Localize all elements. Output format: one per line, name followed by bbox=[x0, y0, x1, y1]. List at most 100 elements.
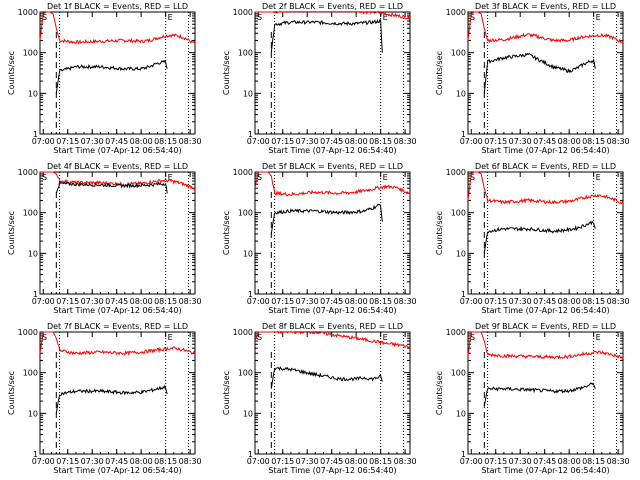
plot-frame bbox=[39, 171, 196, 295]
plot-frame bbox=[467, 331, 624, 455]
series-line-black bbox=[55, 384, 168, 414]
x-axis-label: Start Time (07-Apr-12 06:54:40) bbox=[268, 466, 396, 475]
x-tick-label: 08:15 bbox=[582, 137, 605, 146]
plot-frame bbox=[254, 331, 411, 455]
y-tick-label: 100 bbox=[23, 369, 38, 378]
x-tick-label: 07:00 bbox=[32, 457, 55, 466]
y-tick-label: 10 bbox=[243, 89, 253, 98]
x-tick-label: 08:15 bbox=[582, 297, 605, 306]
y-tick-label: 1 bbox=[461, 290, 466, 299]
x-tick-label: 08:00 bbox=[558, 457, 581, 466]
x-tick-label: 07:30 bbox=[509, 137, 532, 146]
x-tick-label: 08:30 bbox=[607, 297, 630, 306]
y-tick-label: 10 bbox=[28, 409, 38, 418]
y-tick-label: 1 bbox=[33, 290, 38, 299]
panel-title: Det 8f BLACK = Events, RED = LLD bbox=[262, 322, 403, 331]
x-tick-label: 08:15 bbox=[154, 137, 177, 146]
y-tick-label: 10 bbox=[28, 249, 38, 258]
y-tick-label: 1 bbox=[33, 450, 38, 459]
y-tick-label: 100 bbox=[451, 49, 466, 58]
y-axis-label: Counts/sec bbox=[435, 211, 444, 255]
panel-title: Det 6f BLACK = Events, RED = LLD bbox=[475, 162, 616, 171]
end-marker: E bbox=[383, 173, 388, 182]
y-tick-label: 1000 bbox=[18, 8, 38, 17]
x-tick-label: 08:00 bbox=[558, 297, 581, 306]
x-tick-label: 07:45 bbox=[105, 137, 128, 146]
end-marker: E bbox=[383, 13, 388, 22]
plot-frame bbox=[254, 11, 411, 135]
panel-4: Det 4f BLACK = Events, RED = LLD 1 10 100 10… bbox=[7, 162, 202, 315]
x-tick-label: 07:00 bbox=[32, 297, 55, 306]
y-axis-label: Counts/sec bbox=[222, 371, 231, 415]
y-tick-label: 1000 bbox=[18, 328, 38, 337]
x-tick-label: 07:00 bbox=[460, 457, 483, 466]
start-marker: S bbox=[470, 333, 475, 342]
y-tick-label: 1000 bbox=[233, 8, 253, 17]
x-tick-label: 08:30 bbox=[179, 297, 202, 306]
x-tick-label: 08:00 bbox=[130, 137, 153, 146]
x-tick-label: 07:00 bbox=[247, 137, 270, 146]
x-axis-label: Start Time (07-Apr-12 06:54:40) bbox=[53, 466, 181, 475]
series-line-red bbox=[467, 171, 624, 205]
x-tick-label: 08:00 bbox=[345, 137, 368, 146]
series-line-black bbox=[270, 203, 383, 234]
x-axis-label: Start Time (07-Apr-12 06:54:40) bbox=[53, 146, 181, 155]
end-marker: E bbox=[596, 173, 601, 182]
series-line-red bbox=[254, 330, 411, 349]
y-tick-label: 1000 bbox=[18, 168, 38, 177]
y-tick-label: 1000 bbox=[446, 328, 466, 337]
x-tick-label: 07:30 bbox=[509, 457, 532, 466]
start-marker: S bbox=[42, 173, 47, 182]
y-tick-label: 10 bbox=[243, 249, 253, 258]
y-tick-label: 1000 bbox=[233, 168, 253, 177]
x-tick-label: 07:15 bbox=[56, 297, 79, 306]
y-tick-label: 1 bbox=[248, 450, 253, 459]
x-tick-label: 07:15 bbox=[484, 137, 507, 146]
start-marker: S bbox=[42, 333, 47, 342]
x-tick-label: 07:45 bbox=[533, 457, 556, 466]
y-tick-label: 100 bbox=[451, 369, 466, 378]
x-tick-label: 08:00 bbox=[558, 137, 581, 146]
x-tick-label: 08:30 bbox=[394, 137, 417, 146]
end-marker: E bbox=[596, 333, 601, 342]
panel-title: Det 1f BLACK = Events, RED = LLD bbox=[47, 2, 188, 11]
panel-5: Det 5f BLACK = Events, RED = LLD 1 10 100 10… bbox=[222, 162, 417, 315]
x-tick-label: 07:00 bbox=[32, 137, 55, 146]
x-tick-label: 07:15 bbox=[56, 137, 79, 146]
x-tick-label: 08:15 bbox=[369, 297, 392, 306]
y-tick-label: 1 bbox=[248, 290, 253, 299]
y-tick-label: 10 bbox=[456, 249, 466, 258]
plot-frame bbox=[39, 331, 196, 455]
x-tick-label: 07:15 bbox=[484, 297, 507, 306]
start-marker: S bbox=[470, 173, 475, 182]
x-tick-label: 08:30 bbox=[394, 297, 417, 306]
series-line-red bbox=[39, 11, 196, 45]
y-tick-label: 100 bbox=[238, 369, 253, 378]
x-tick-label: 07:30 bbox=[296, 137, 319, 146]
series-line-black bbox=[483, 382, 596, 407]
x-tick-label: 08:30 bbox=[394, 457, 417, 466]
panel-9: Det 9f BLACK = Events, RED = LLD 1 10 100 10… bbox=[435, 322, 630, 475]
plot-frame bbox=[39, 11, 196, 135]
y-tick-label: 1 bbox=[461, 130, 466, 139]
x-axis-label: Start Time (07-Apr-12 06:54:40) bbox=[481, 306, 609, 315]
start-marker: S bbox=[42, 13, 47, 22]
x-axis-label: Start Time (07-Apr-12 06:54:40) bbox=[481, 466, 609, 475]
panel-title: Det 7f BLACK = Events, RED = LLD bbox=[47, 322, 188, 331]
end-marker: E bbox=[596, 13, 601, 22]
x-tick-label: 07:00 bbox=[247, 297, 270, 306]
panel-2: Det 2f BLACK = Events, RED = LLD 1 10 100 10… bbox=[222, 2, 417, 155]
start-marker: S bbox=[470, 13, 475, 22]
y-axis-label: Counts/sec bbox=[7, 371, 16, 415]
y-tick-label: 100 bbox=[451, 209, 466, 218]
x-tick-label: 07:30 bbox=[81, 457, 104, 466]
series-line-black bbox=[270, 19, 383, 53]
x-axis-label: Start Time (07-Apr-12 06:54:40) bbox=[53, 306, 181, 315]
x-axis-label: Start Time (07-Apr-12 06:54:40) bbox=[481, 146, 609, 155]
series-line-red bbox=[255, 10, 411, 22]
y-tick-label: 1000 bbox=[233, 328, 253, 337]
x-tick-label: 07:45 bbox=[105, 297, 128, 306]
x-tick-label: 08:00 bbox=[345, 297, 368, 306]
panel-1: Det 1f BLACK = Events, RED = LLD 1 10 100 10… bbox=[7, 2, 202, 155]
panel-title: Det 9f BLACK = Events, RED = LLD bbox=[475, 322, 616, 331]
